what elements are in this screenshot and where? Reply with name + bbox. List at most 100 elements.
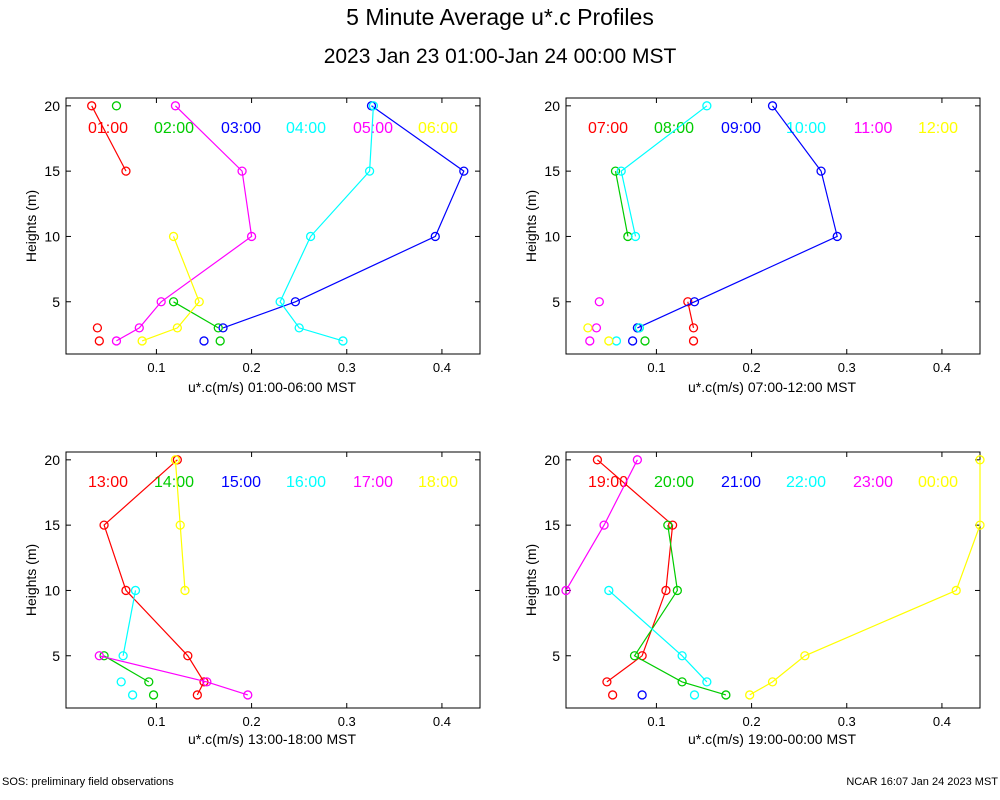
data-point-0600 [172, 323, 183, 333]
data-point-1100 [585, 336, 595, 346]
chart-panel-4: 0.1 0.2 0.3 0.4 5 10 15 20 u*.c(m/s) 19:00-00:00… [523, 451, 985, 747]
data-point-1200 [583, 323, 593, 333]
page-subtitle: 2023 Jan 23 01:00-Jan 24 00:00 MST [323, 45, 677, 68]
y-tick-label: 20 [544, 98, 560, 114]
series-line-0100 [91, 105, 127, 172]
data-point-0100 [87, 101, 97, 111]
data-point-0900 [767, 101, 778, 111]
data-point-1900 [607, 690, 618, 700]
series-line-1800 [174, 459, 186, 591]
legend-label-1300: 13:00 [88, 474, 128, 491]
x-tick-label: 0.3 [838, 360, 856, 375]
data-point-0200 [215, 336, 225, 346]
data-point-0800 [640, 336, 650, 346]
legend-label-0600: 06:00 [418, 120, 458, 137]
data-point-0100 [94, 336, 104, 346]
chart-panel-3: 0.1 0.2 0.3 0.4 5 10 15 20 u*.c(m/s) 13:00-18:00… [23, 451, 481, 747]
series-line-1400 [103, 655, 150, 683]
data-point-0400 [275, 297, 285, 307]
data-point-1700 [94, 651, 104, 661]
data-point-1600 [130, 585, 141, 596]
data-point-2200 [689, 690, 700, 700]
data-point-0500 [156, 297, 166, 307]
data-point-0100 [121, 166, 131, 176]
data-point-1700 [202, 677, 212, 687]
data-point-0000 [951, 585, 961, 596]
legend-label-1200: 12:00 [918, 120, 958, 137]
data-point-1300 [121, 585, 131, 596]
x-tick-label: 0.3 [338, 360, 356, 375]
data-point-0300 [459, 166, 469, 176]
legend-label-0400: 04:00 [286, 120, 326, 137]
series-line-0800 [614, 170, 629, 237]
data-point-0200 [111, 101, 122, 111]
series-line-0300 [222, 105, 465, 329]
x-axis-label: u*.c(m/s) 13:00-18:00 MST [188, 731, 357, 747]
legend-label-0800: 08:00 [654, 120, 694, 137]
data-point-1600 [116, 677, 126, 687]
data-point-0500 [237, 166, 247, 176]
data-point-0100 [92, 323, 103, 333]
data-point-1400 [144, 677, 154, 687]
page-title: 5 Minute Average u*.c Profiles [346, 4, 654, 30]
series-line-2000 [633, 525, 727, 696]
legend-label-1600: 16:00 [286, 474, 326, 491]
x-axis-label: u*.c(m/s) 01:00-06:00 MST [188, 379, 357, 395]
legend-label-0100: 01:00 [88, 120, 128, 137]
series-line-2300 [565, 459, 638, 591]
legend-label-1100: 11:00 [854, 120, 893, 137]
series-line-1000 [620, 105, 708, 237]
data-point-0400 [338, 336, 348, 346]
data-point-0900 [816, 166, 826, 176]
footer-source-note: SOS: preliminary field observations [2, 776, 174, 788]
y-tick-label: 15 [544, 163, 560, 179]
data-point-1600 [127, 690, 138, 700]
footer-timestamp: NCAR 16:07 Jan 24 2023 MST [846, 776, 998, 788]
data-point-2000 [663, 520, 673, 530]
data-point-0900 [689, 297, 700, 307]
x-tick-label: 0.4 [433, 360, 451, 375]
x-tick-label: 0.3 [338, 714, 356, 729]
data-point-1000 [616, 166, 626, 176]
data-point-0600 [194, 297, 204, 307]
data-point-0800 [610, 166, 621, 176]
y-tick-label: 5 [52, 294, 60, 310]
plot-frame [65, 451, 481, 709]
legend-label-1500: 15:00 [221, 474, 261, 491]
series-line-0600 [141, 236, 200, 342]
x-tick-label: 0.2 [243, 360, 261, 375]
legend-label-1000: 10:00 [786, 120, 826, 137]
legend-label-0500: 05:00 [353, 120, 393, 137]
y-tick-label: 10 [44, 228, 60, 244]
data-point-0000 [975, 520, 985, 530]
data-point-2200 [604, 585, 614, 596]
data-point-0400 [294, 323, 304, 333]
data-point-0700 [688, 323, 699, 333]
data-point-2300 [599, 520, 609, 530]
y-tick-label: 15 [44, 163, 60, 179]
plot-frame [565, 97, 981, 355]
y-tick-label: 20 [544, 452, 560, 468]
y-tick-label: 10 [544, 228, 560, 244]
data-point-2200 [677, 651, 687, 661]
plot-frame [565, 451, 981, 709]
y-axis-label: Heights (m) [23, 190, 39, 262]
x-tick-label: 0.1 [147, 360, 165, 375]
y-tick-label: 10 [544, 582, 560, 598]
data-point-0900 [627, 336, 638, 346]
data-point-2000 [677, 677, 687, 687]
legend-label-2100: 21:00 [721, 474, 761, 491]
x-tick-label: 0.4 [433, 714, 451, 729]
data-point-1800 [170, 455, 181, 465]
data-point-1900 [602, 677, 612, 687]
series-line-0900 [637, 105, 838, 329]
legend-label-2000: 20:00 [654, 474, 694, 491]
x-tick-label: 0.4 [933, 360, 951, 375]
data-point-0900 [832, 231, 842, 242]
legend-label-2300: 23:00 [853, 474, 893, 491]
legend-label-1700: 17:00 [353, 474, 393, 491]
data-point-1900 [592, 455, 603, 465]
legend-label-0900: 09:00 [721, 120, 761, 137]
y-tick-label: 15 [544, 517, 560, 533]
